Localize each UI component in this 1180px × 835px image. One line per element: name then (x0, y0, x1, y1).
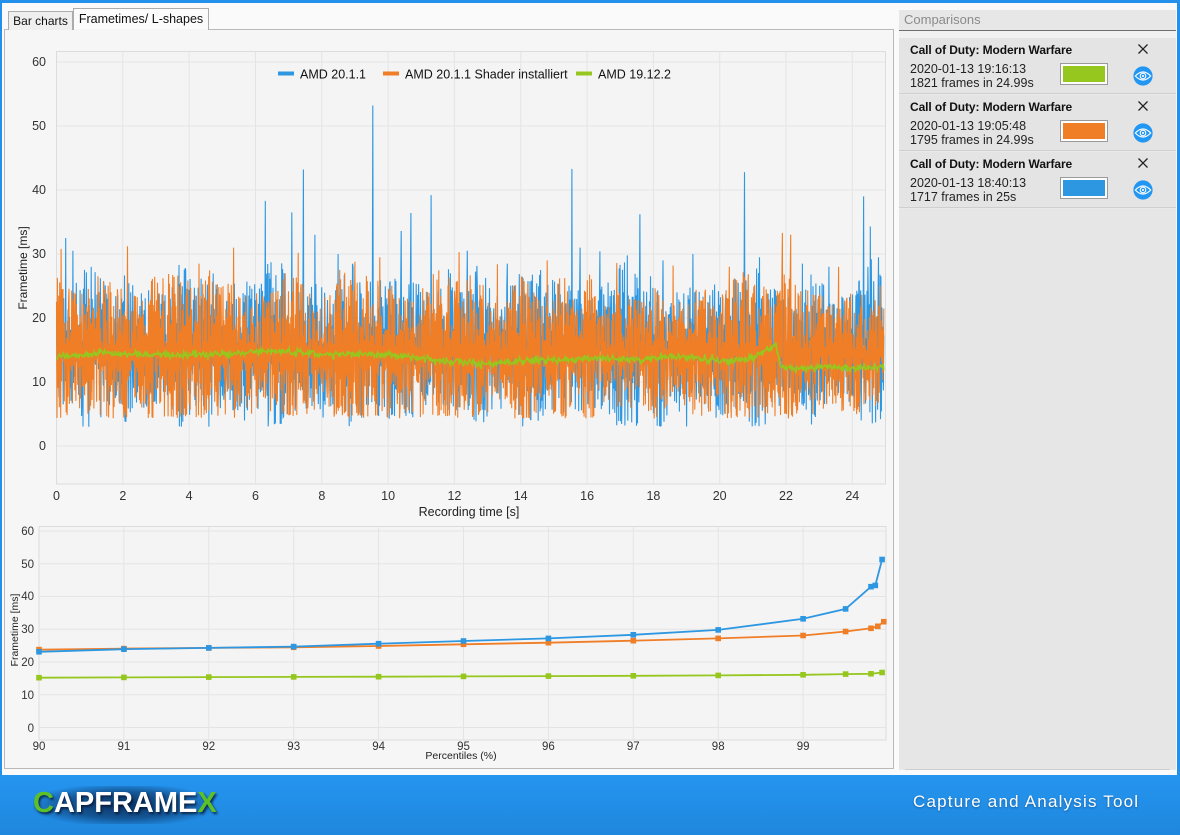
svg-text:6: 6 (252, 489, 259, 503)
svg-text:0: 0 (28, 723, 34, 735)
svg-text:AMD 20.1.1 Shader installiert: AMD 20.1.1 Shader installiert (405, 68, 568, 82)
svg-text:18: 18 (646, 489, 660, 503)
svg-text:Recording time [s]: Recording time [s] (419, 505, 520, 519)
svg-text:20: 20 (713, 489, 727, 503)
svg-text:40: 40 (32, 183, 46, 197)
svg-text:16: 16 (580, 489, 594, 503)
svg-text:12: 12 (447, 489, 461, 503)
svg-text:30: 30 (32, 247, 46, 261)
svg-text:Frametime [ms]: Frametime [ms] (16, 226, 30, 309)
svg-text:50: 50 (21, 559, 34, 571)
svg-text:Percentiles (%): Percentiles (%) (425, 750, 496, 762)
svg-text:20: 20 (32, 311, 46, 325)
svg-text:90: 90 (33, 741, 46, 753)
svg-text:AMD 19.12.2: AMD 19.12.2 (598, 68, 671, 82)
svg-text:10: 10 (381, 489, 395, 503)
svg-text:94: 94 (372, 741, 385, 753)
svg-text:8: 8 (318, 489, 325, 503)
svg-text:2: 2 (119, 489, 126, 503)
svg-text:96: 96 (542, 741, 555, 753)
svg-text:10: 10 (21, 690, 34, 702)
svg-text:60: 60 (21, 526, 34, 538)
svg-text:0: 0 (53, 489, 60, 503)
svg-text:30: 30 (21, 624, 34, 636)
svg-text:60: 60 (32, 55, 46, 69)
svg-text:20: 20 (21, 657, 34, 669)
svg-text:0: 0 (39, 439, 46, 453)
svg-text:92: 92 (202, 741, 215, 753)
svg-text:40: 40 (21, 591, 34, 603)
svg-text:14: 14 (514, 489, 528, 503)
svg-text:91: 91 (118, 741, 131, 753)
svg-text:Frametime [ms]: Frametime [ms] (9, 593, 21, 666)
svg-text:93: 93 (287, 741, 300, 753)
svg-text:24: 24 (845, 489, 859, 503)
svg-text:97: 97 (627, 741, 640, 753)
svg-text:22: 22 (779, 489, 793, 503)
svg-text:98: 98 (712, 741, 725, 753)
svg-text:95: 95 (457, 741, 470, 753)
svg-text:10: 10 (32, 375, 46, 389)
svg-text:4: 4 (186, 489, 193, 503)
svg-text:50: 50 (32, 119, 46, 133)
svg-text:AMD 20.1.1: AMD 20.1.1 (300, 68, 366, 82)
svg-text:99: 99 (797, 741, 810, 753)
